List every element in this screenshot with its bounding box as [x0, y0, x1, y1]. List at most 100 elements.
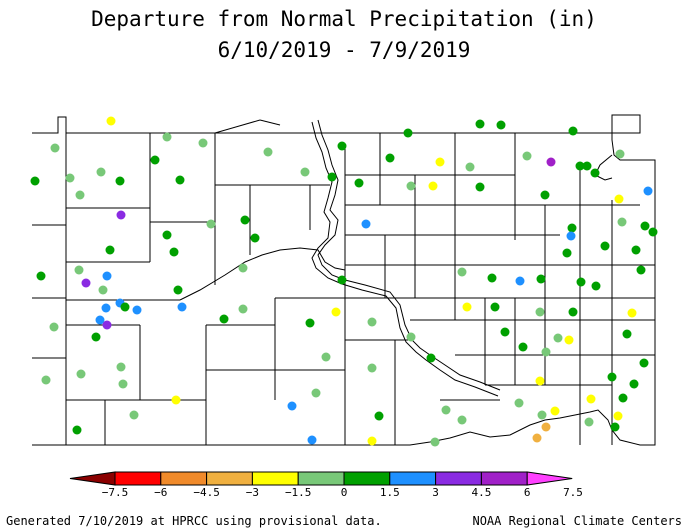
legend-tick-label: 7.5 — [563, 486, 583, 499]
station-dot — [576, 277, 586, 287]
station-dot — [263, 147, 273, 157]
station-dot — [636, 265, 646, 275]
station-dot — [586, 394, 596, 404]
station-dot — [627, 308, 637, 318]
station-dot — [65, 173, 75, 183]
station-dot — [515, 276, 525, 286]
station-dot — [582, 161, 592, 171]
legend-tick-label: 6 — [524, 486, 531, 499]
station-dot — [367, 363, 377, 373]
legend-swatch — [160, 471, 208, 486]
station-dot — [198, 138, 208, 148]
map-date-range: 6/10/2019 - 7/9/2019 — [217, 38, 471, 62]
station-dot — [337, 141, 347, 151]
station-dot — [354, 178, 364, 188]
legend-arrow-left — [69, 471, 116, 486]
station-dot — [321, 352, 331, 362]
station-dot — [331, 307, 341, 317]
station-dot — [457, 267, 467, 277]
station-dot — [496, 120, 506, 130]
station-dot — [337, 275, 347, 285]
station-dot — [162, 132, 172, 142]
legend-tick-label: 4.5 — [471, 486, 491, 499]
station-dot — [102, 320, 112, 330]
station-dot — [640, 221, 650, 231]
station-dot — [426, 353, 436, 363]
station-dot — [250, 233, 260, 243]
station-dot — [406, 332, 416, 342]
station-dot — [428, 181, 438, 191]
legend-tick-label: 3 — [432, 486, 439, 499]
station-dot — [536, 274, 546, 284]
station-dot — [631, 245, 641, 255]
legend-arrow-right — [526, 471, 573, 486]
map-title: Departure from Normal Precipitation (in) — [91, 7, 597, 31]
station-dot — [518, 342, 528, 352]
station-dot — [541, 422, 551, 432]
station-dot — [614, 194, 624, 204]
station-dot — [584, 417, 594, 427]
station-dot — [173, 285, 183, 295]
station-dot — [115, 176, 125, 186]
station-dot — [374, 411, 384, 421]
station-dots — [30, 116, 658, 447]
station-dot — [385, 153, 395, 163]
station-dot — [430, 437, 440, 447]
station-dot — [546, 157, 556, 167]
station-dot — [568, 307, 578, 317]
station-dot — [327, 172, 337, 182]
station-dot — [367, 436, 377, 446]
station-dot — [457, 415, 467, 425]
legend-tick-label: −7.5 — [102, 486, 129, 499]
legend-swatch — [480, 471, 528, 486]
station-dot — [435, 157, 445, 167]
station-dot — [617, 217, 627, 227]
station-dot — [514, 398, 524, 408]
station-dot — [76, 369, 86, 379]
legend-tick-label: −4.5 — [193, 486, 220, 499]
station-dot — [96, 167, 106, 177]
station-dot — [361, 219, 371, 229]
station-dot — [367, 317, 377, 327]
station-dot — [406, 181, 416, 191]
station-dot — [535, 376, 545, 386]
station-dot — [568, 126, 578, 136]
station-dot — [72, 425, 82, 435]
legend-swatch — [206, 471, 253, 486]
station-dot — [590, 168, 600, 178]
station-dot — [219, 314, 229, 324]
station-dot — [169, 247, 179, 257]
station-dot — [95, 315, 105, 325]
station-dot — [120, 302, 130, 312]
station-dot — [490, 302, 500, 312]
legend-tick-label: −6 — [154, 486, 167, 499]
station-dot — [240, 215, 250, 225]
station-dot — [307, 435, 317, 445]
station-dot — [462, 302, 472, 312]
station-dot — [50, 143, 60, 153]
station-dot — [98, 285, 108, 295]
station-dot — [177, 302, 187, 312]
legend-swatch — [251, 471, 299, 486]
station-dot — [171, 395, 181, 405]
station-dot — [116, 362, 126, 372]
station-dot — [567, 223, 577, 233]
station-dot — [238, 263, 248, 273]
station-dot — [648, 227, 658, 237]
station-dot — [105, 245, 115, 255]
station-dot — [475, 182, 485, 192]
legend-swatch — [343, 471, 391, 486]
station-dot — [75, 190, 85, 200]
station-dot — [639, 358, 649, 368]
station-dot — [287, 401, 297, 411]
station-dot — [403, 128, 413, 138]
station-dot — [91, 332, 101, 342]
legend-tick-label: 0 — [341, 486, 348, 499]
legend-swatch — [297, 471, 345, 486]
station-dot — [311, 388, 321, 398]
legend-swatch — [389, 471, 437, 486]
station-dot — [175, 175, 185, 185]
station-dot — [550, 406, 560, 416]
station-dot — [566, 231, 576, 241]
